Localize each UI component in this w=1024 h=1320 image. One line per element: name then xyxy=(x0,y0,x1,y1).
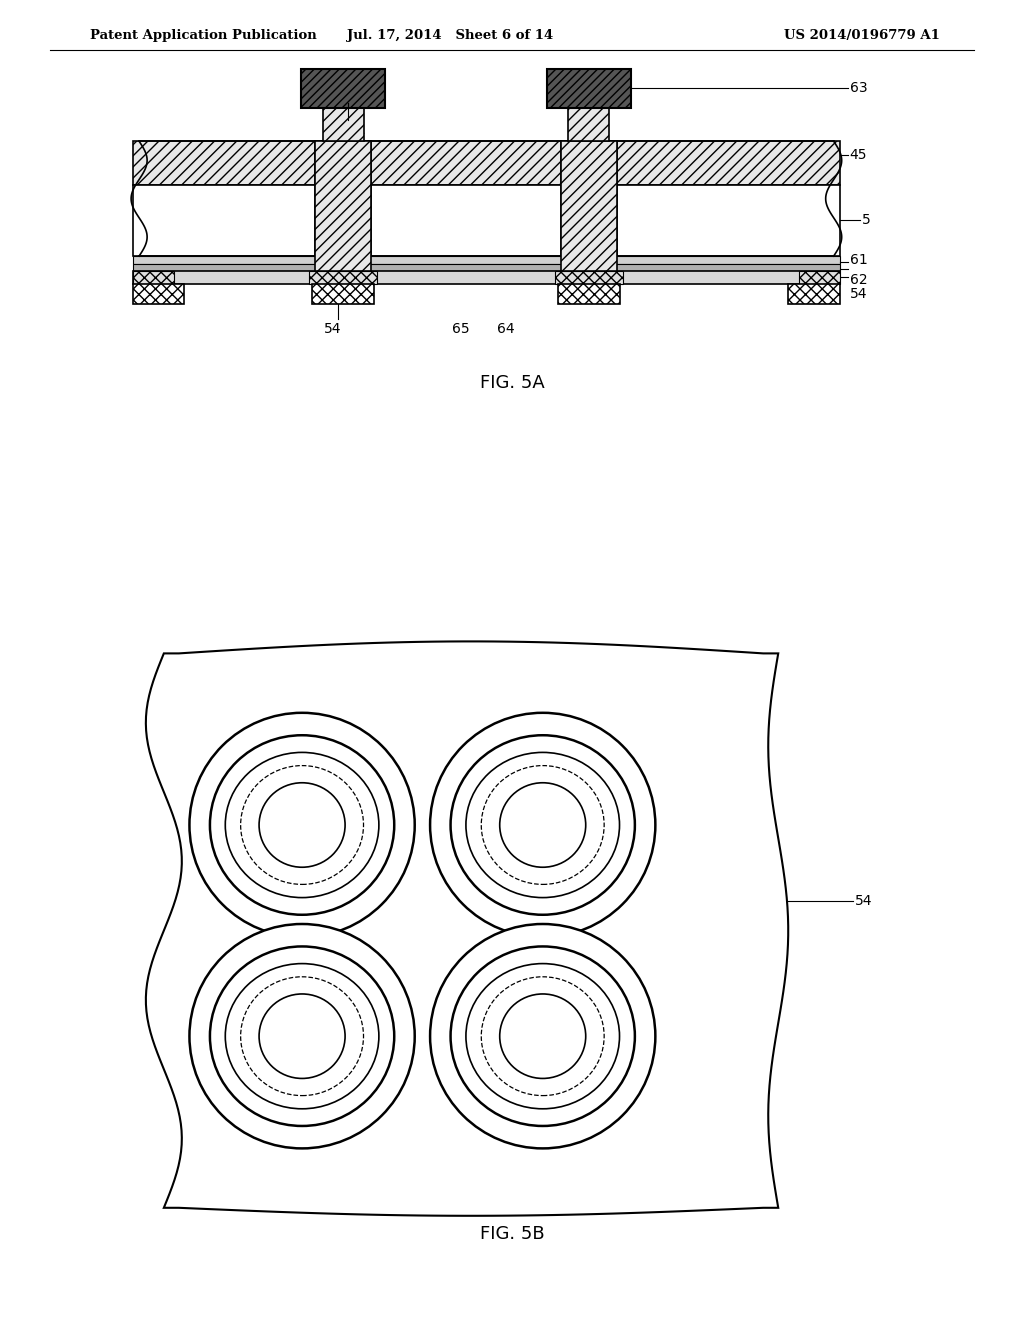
Bar xyxy=(133,271,840,284)
Ellipse shape xyxy=(189,713,415,937)
Bar xyxy=(309,271,377,284)
Ellipse shape xyxy=(466,752,620,898)
Text: Jul. 17, 2014   Sheet 6 of 14: Jul. 17, 2014 Sheet 6 of 14 xyxy=(347,29,553,41)
Text: 54: 54 xyxy=(325,322,342,335)
Ellipse shape xyxy=(225,964,379,1109)
Bar xyxy=(133,256,840,264)
Bar xyxy=(561,141,616,271)
Ellipse shape xyxy=(481,766,604,884)
PathPatch shape xyxy=(131,141,842,256)
Bar xyxy=(301,69,385,108)
Bar xyxy=(133,284,184,304)
Ellipse shape xyxy=(210,946,394,1126)
Bar xyxy=(133,264,840,271)
Text: 62: 62 xyxy=(677,784,695,799)
Ellipse shape xyxy=(259,783,345,867)
Ellipse shape xyxy=(481,977,604,1096)
Text: 54: 54 xyxy=(855,894,872,908)
Bar xyxy=(799,271,840,284)
Ellipse shape xyxy=(189,924,415,1148)
Bar xyxy=(568,108,609,141)
Bar xyxy=(315,185,371,256)
Bar xyxy=(561,141,616,185)
Text: 64: 64 xyxy=(497,322,515,335)
Text: 45: 45 xyxy=(850,148,867,162)
Text: 63: 63 xyxy=(850,82,867,95)
Ellipse shape xyxy=(241,977,364,1096)
Bar xyxy=(133,185,840,256)
Text: 55: 55 xyxy=(671,904,688,919)
PathPatch shape xyxy=(145,642,788,1216)
Bar xyxy=(555,271,623,284)
Ellipse shape xyxy=(451,735,635,915)
Bar xyxy=(133,271,174,284)
Text: 5: 5 xyxy=(861,214,870,227)
Bar xyxy=(315,141,371,185)
Bar xyxy=(133,141,840,185)
Ellipse shape xyxy=(466,964,620,1109)
Ellipse shape xyxy=(225,752,379,898)
Text: 65: 65 xyxy=(453,322,470,335)
Ellipse shape xyxy=(451,946,635,1126)
Ellipse shape xyxy=(430,713,655,937)
Text: 62: 62 xyxy=(850,273,867,286)
Ellipse shape xyxy=(210,735,394,915)
Text: Patent Application Publication: Patent Application Publication xyxy=(90,29,316,41)
Bar xyxy=(315,141,371,271)
Bar xyxy=(323,108,364,141)
Bar xyxy=(558,284,620,304)
Ellipse shape xyxy=(259,994,345,1078)
Text: 54: 54 xyxy=(850,286,867,301)
Ellipse shape xyxy=(241,766,364,884)
Bar xyxy=(561,185,616,256)
Text: 61: 61 xyxy=(850,253,867,267)
Text: 65: 65 xyxy=(677,878,695,892)
Ellipse shape xyxy=(500,783,586,867)
Text: 21: 21 xyxy=(348,123,366,137)
Ellipse shape xyxy=(430,924,655,1148)
Ellipse shape xyxy=(500,994,586,1078)
Text: 64: 64 xyxy=(677,847,695,861)
Bar xyxy=(788,284,840,304)
Text: US 2014/0196779 A1: US 2014/0196779 A1 xyxy=(784,29,940,41)
Text: FIG. 5A: FIG. 5A xyxy=(479,374,545,392)
Bar xyxy=(312,284,374,304)
Text: FIG. 5B: FIG. 5B xyxy=(479,1225,545,1243)
Bar xyxy=(547,69,631,108)
